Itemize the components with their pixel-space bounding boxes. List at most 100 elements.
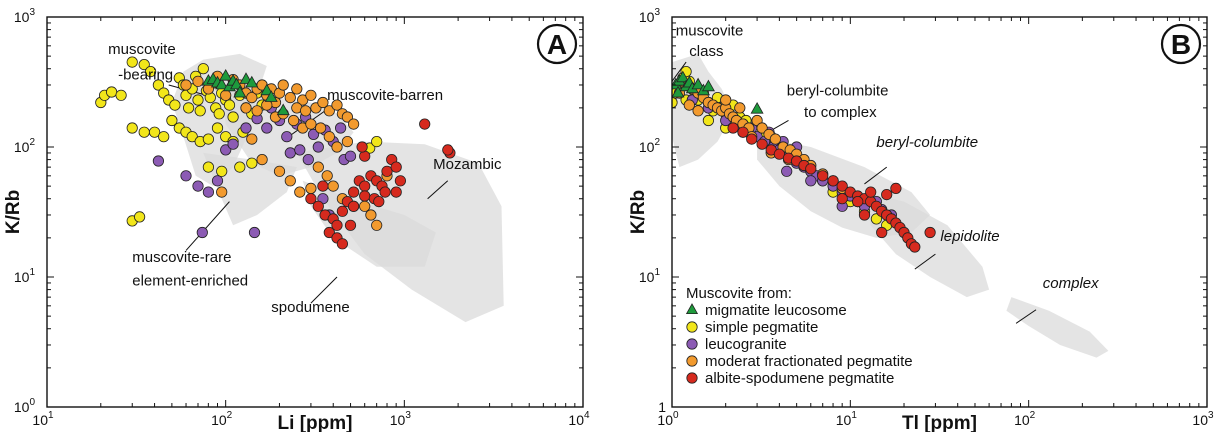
panel-a-point-leucogranite-21 [344, 150, 357, 162]
panel-a-point-simple-4 [126, 56, 138, 68]
panel-a-point-leucogranite-7 [240, 122, 252, 134]
legend-label-moderat: moderat fractionated pegmatite [705, 353, 913, 370]
panel-a-annotation-5: element-enriched [132, 273, 248, 290]
panel-b-y-tick-label: 102 [639, 137, 661, 155]
panel-a-point-simple-10 [169, 99, 181, 111]
panel-a-point-simple-55 [371, 136, 383, 148]
panel-b-leader-line-3 [914, 253, 936, 270]
panel-a-point-leucogranite-16 [312, 141, 324, 153]
panel-a-x-tick-base: 10 [211, 412, 227, 428]
panel-b-x-tick-label: 100 [657, 410, 679, 428]
panel-a-point-moderat-43 [294, 186, 306, 198]
panel-a-point-moderat-23 [331, 99, 343, 111]
panel-a-annotation-1: -bearing [118, 67, 173, 84]
panel-a-letter-circle [536, 23, 578, 65]
panel-b-y-tick-exp: 2 [654, 137, 660, 148]
panel-a-point-moderat-42 [284, 175, 296, 187]
panel-a-point-albite-9 [359, 180, 371, 192]
panel-a-point-albite-24 [379, 186, 391, 198]
legend-label-migmatite: migmatite leucosome [705, 302, 847, 319]
panel-a-point-albite-17 [323, 226, 335, 239]
panel-a-point-simple-6 [145, 66, 157, 78]
panel-b-x-tick-label: 103 [1192, 410, 1214, 428]
panel-a-y-tick-label: 102 [14, 137, 36, 155]
panel-a-y-axis-label: K/Rb [3, 190, 24, 234]
panel-a-point-leucogranite-26 [302, 154, 314, 166]
panel-a-point-simple-38 [166, 114, 178, 127]
panel-b-y-tick-label: 1 [658, 399, 666, 415]
panel-b-points [672, 66, 936, 253]
panel-b-point-albite-3 [756, 138, 768, 150]
panel-a-point-moderat-27 [240, 102, 252, 114]
panel-a-point-leucogranite-1 [180, 170, 192, 182]
panel-b-leader-line-4 [1015, 309, 1037, 324]
panel-b-point-albite-30 [865, 186, 877, 198]
panel-a-point-moderat-37 [331, 141, 343, 153]
panel-a-point-simple-37 [158, 131, 170, 143]
panel-a-point-leucogranite-15 [307, 128, 320, 140]
panel-a-annotation-6: spodumene [271, 299, 349, 316]
panel-b-annotation-0: muscovite [676, 23, 744, 40]
panel-b-y-tick-exp: 3 [654, 7, 660, 18]
panel-b-y-tick-base: 10 [639, 9, 655, 25]
panel-a-point-simple-43 [202, 133, 214, 145]
panel-b-y-tick-label: 103 [639, 7, 661, 25]
panel-a-point-moderat-0 [180, 79, 192, 91]
panel-b-x-tick-base: 10 [657, 412, 673, 428]
panel-b-x-tick-exp: 1 [851, 410, 857, 421]
panel-a-point-albite-25 [419, 118, 431, 130]
panel-a-point-albite-20 [347, 200, 360, 212]
panel-a-point-leucogranite-0 [152, 155, 164, 167]
panel-a-point-moderat-38 [341, 136, 353, 148]
panel-b-y-axis-label: K/Rb [628, 190, 649, 234]
panel-a-point-albite-15 [390, 161, 402, 173]
panel-b-point-migmatite-10 [672, 85, 685, 98]
panel-a-point-moderat-45 [312, 161, 324, 173]
panel-a-leader-line-4 [310, 276, 338, 304]
panel-a-point-albite-0 [305, 193, 317, 205]
panel-a-annotation-0: muscovite [108, 41, 176, 58]
panel-a-letter: A [547, 29, 567, 60]
panel-b-x-tick-base: 10 [1192, 412, 1208, 428]
legend-label-leucogranite: leucogranite [705, 336, 787, 353]
panel-a-point-albite-13 [381, 165, 393, 177]
panel-a-x-tick-exp: 4 [584, 410, 590, 421]
panel-b-y-tick-base: 1 [658, 399, 666, 415]
panel-a-point-moderat-16 [284, 92, 296, 104]
legend-title: Muscovite from: [686, 285, 792, 302]
panel-a-point-leucogranite-6 [227, 138, 239, 150]
panel-a-point-moderat-40 [256, 154, 268, 166]
panel-b-point-moderat-29 [720, 94, 732, 106]
panel-b-point-albite-2 [746, 133, 758, 145]
panel-a-x-tick-label: 104 [568, 410, 590, 428]
panel-a-point-migmatite-12 [276, 103, 290, 116]
panel-b-point-albite-32 [836, 193, 848, 205]
panel-b-point-leucogranite-27 [805, 175, 817, 187]
panel-a-point-moderat-25 [341, 111, 353, 123]
panel-a-point-moderat-35 [314, 122, 327, 134]
panel-b-point-simple-31 [702, 114, 715, 127]
panel-a-point-moderat-8 [246, 92, 258, 104]
panel-a-point-simple-3 [115, 89, 127, 101]
panel-a-point-moderat-41 [273, 165, 286, 177]
panel-b-letter-circle [1160, 23, 1202, 65]
panel-a-point-simple-2 [106, 86, 118, 98]
panel-b-annotation-6: complex [1043, 275, 1099, 292]
panel-a-annotation-2: muscovite-barren [327, 87, 443, 104]
legend-label-albite: albite-spodumene pegmatite [705, 370, 894, 387]
panel-b-point-albite-11 [827, 175, 839, 187]
panel-a-point-leucogranite-3 [202, 186, 214, 198]
panel-b-x-tick-exp: 2 [1030, 410, 1036, 421]
panel-a-point-simple-27 [223, 99, 236, 111]
panel-b-point-moderat-15 [756, 122, 768, 134]
panel-a-y-tick-exp: 3 [29, 7, 35, 18]
panel-a-point-moderat-15 [277, 79, 289, 91]
panel-a-point-leucogranite-25 [294, 144, 306, 156]
panel-a-point-simple-36 [149, 126, 161, 138]
panel-a-point-simple-18 [194, 105, 206, 117]
panel-a-x-axis-label: Li [ppm] [278, 413, 353, 432]
panel-b-leader-line-2 [864, 166, 888, 185]
